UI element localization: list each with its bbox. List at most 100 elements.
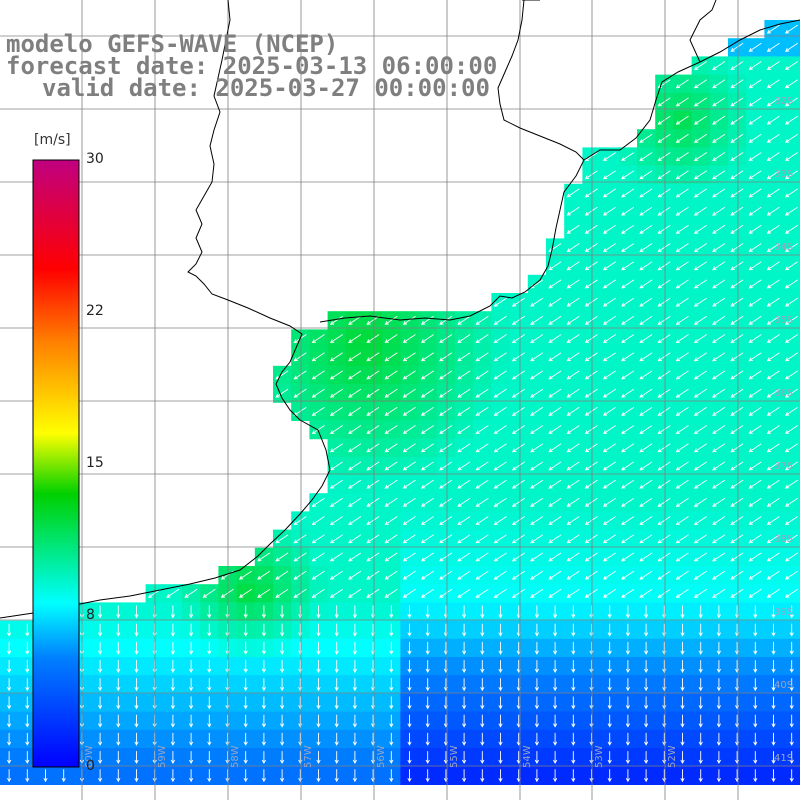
wind-arrow — [753, 751, 758, 765]
wind-arrow — [675, 497, 689, 507]
wind-arrow — [553, 678, 558, 692]
wind-arrow — [475, 352, 489, 362]
wind-arrow — [675, 479, 689, 489]
wind-arrow — [753, 605, 758, 619]
wind-arrow — [644, 660, 649, 674]
wind-arrow — [402, 497, 416, 507]
wind-arrow — [693, 425, 707, 435]
wind-arrow — [712, 261, 726, 271]
wind-arrow — [566, 279, 580, 289]
wind-arrow — [766, 188, 780, 198]
wind-arrow — [311, 588, 325, 598]
wind-arrow — [784, 406, 798, 416]
wind-arrow — [225, 623, 230, 637]
wind-arrow — [766, 388, 780, 398]
wind-arrow — [407, 641, 412, 655]
wind-arrow — [730, 97, 744, 107]
wind-arrow — [457, 570, 471, 580]
wind-arrow — [602, 206, 616, 216]
wind-arrow — [243, 714, 248, 728]
wind-arrow — [571, 714, 576, 728]
wind-arrow — [25, 641, 30, 655]
wind-arrow — [602, 170, 616, 180]
wind-arrow — [207, 769, 212, 783]
wind-arrow — [170, 714, 175, 728]
wind-arrow — [566, 497, 580, 507]
wind-arrow — [716, 641, 721, 655]
wind-arrow — [389, 751, 394, 765]
wind-arrow — [298, 605, 303, 619]
wind-arrow — [716, 769, 721, 783]
wind-arrow — [493, 425, 507, 435]
wind-arrow — [366, 443, 380, 453]
wind-arrow — [693, 443, 707, 453]
wind-arrow — [698, 623, 703, 637]
wind-arrow — [348, 534, 362, 544]
wind-arrow — [602, 552, 616, 562]
wind-arrow — [766, 406, 780, 416]
wind-arrow — [589, 660, 594, 674]
wind-arrow — [530, 588, 544, 598]
wind-arrow — [348, 461, 362, 471]
wind-arrow — [311, 570, 325, 580]
wind-arrow — [584, 516, 598, 526]
wind-arrow — [789, 660, 794, 674]
wind-arrow — [225, 714, 230, 728]
wind-arrow — [698, 696, 703, 710]
wind-arrows — [7, 24, 798, 783]
wind-arrow — [480, 732, 485, 746]
wind-arrow — [584, 479, 598, 489]
wind-arrow — [748, 352, 762, 362]
wind-arrow — [789, 623, 794, 637]
wind-arrow — [425, 732, 430, 746]
wind-arrow — [207, 605, 212, 619]
wind-arrow — [334, 641, 339, 655]
wind-arrow — [475, 534, 489, 544]
wind-arrow — [243, 623, 248, 637]
wind-arrow — [625, 605, 630, 619]
wind-arrow — [384, 497, 398, 507]
wind-arrow — [675, 425, 689, 435]
wind-arrow — [511, 297, 525, 307]
wind-arrow — [771, 678, 776, 692]
wind-arrow — [402, 570, 416, 580]
wind-arrow — [475, 443, 489, 453]
wind-arrow — [329, 443, 343, 453]
wind-arrow — [498, 732, 503, 746]
wind-arrow — [329, 352, 343, 362]
wind-arrow — [589, 605, 594, 619]
wind-arrow — [334, 714, 339, 728]
wind-arrow — [457, 588, 471, 598]
wind-arrow — [534, 714, 539, 728]
wind-arrow — [316, 605, 321, 619]
wind-arrow — [675, 152, 689, 162]
wind-arrow — [462, 623, 467, 637]
wind-arrow — [530, 516, 544, 526]
wind-arrow — [693, 352, 707, 362]
wind-arrow — [439, 406, 453, 416]
wind-arrow — [621, 188, 635, 198]
longitude-label: 52W — [667, 745, 678, 768]
wind-arrow — [675, 370, 689, 380]
wind-arrow — [348, 352, 362, 362]
wind-arrow — [766, 570, 780, 580]
wind-arrow — [625, 660, 630, 674]
wind-arrow — [602, 370, 616, 380]
coastline-rio-de-la-plata — [0, 0, 331, 619]
wind-arrow — [530, 443, 544, 453]
wind-arrow — [784, 370, 798, 380]
wind-arrow — [439, 534, 453, 544]
wind-arrow — [584, 297, 598, 307]
wind-arrow — [498, 678, 503, 692]
wind-arrow — [439, 443, 453, 453]
wind-arrow — [639, 497, 653, 507]
wind-arrow — [589, 751, 594, 765]
wind-arrow — [189, 732, 194, 746]
wind-arrow — [220, 588, 234, 598]
wind-arrow — [584, 261, 598, 271]
wind-arrow — [366, 370, 380, 380]
wind-arrow — [662, 696, 667, 710]
wind-arrow — [712, 133, 726, 143]
